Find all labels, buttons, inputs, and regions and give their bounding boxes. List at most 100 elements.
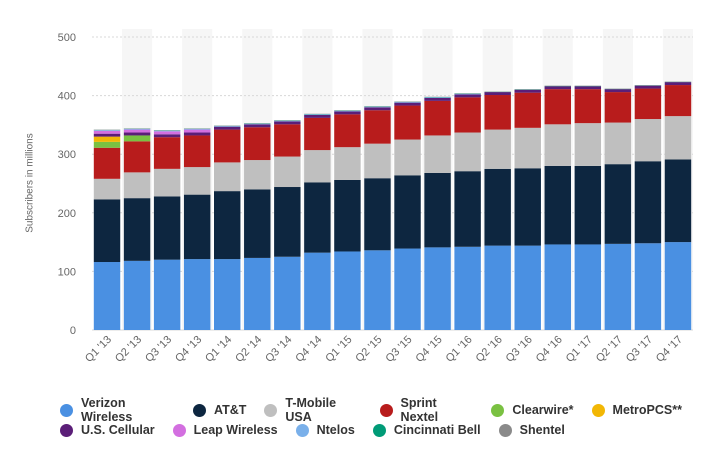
- bar-segment: [574, 86, 602, 90]
- bar-segment: [424, 97, 451, 98]
- legend-swatch-icon: [60, 423, 73, 437]
- bar-segment: [394, 105, 421, 140]
- bar-segment: [634, 243, 662, 330]
- legend-label: MetroPCS**: [612, 403, 682, 417]
- x-tick-label: Q2 '16: [474, 334, 505, 365]
- x-tick-label: Q3 '17: [624, 334, 655, 365]
- legend-item[interactable]: Clearwire*: [491, 403, 574, 417]
- bar-segment: [153, 196, 181, 260]
- legend-item[interactable]: Leap Wireless: [172, 423, 278, 437]
- bar-segment: [364, 107, 391, 111]
- bar-segment: [123, 198, 151, 261]
- legend-swatch-icon: [172, 423, 186, 437]
- bar-segment: [183, 259, 211, 330]
- x-tick-label: Q1 '15: [323, 334, 354, 365]
- bar-segment: [424, 247, 451, 330]
- bar-segment: [544, 244, 571, 330]
- bar-segment: [604, 164, 632, 244]
- legend-swatch-icon: [498, 423, 512, 437]
- bar-segment: [274, 124, 301, 157]
- bar-segment: [364, 143, 391, 179]
- x-tick-label: Q4 '16: [534, 334, 565, 365]
- bar-segment: [334, 110, 361, 112]
- bar-segment: [454, 94, 481, 98]
- bar-segment: [664, 82, 692, 86]
- x-tick-label: Q2 '17: [594, 334, 625, 365]
- bar-segment: [123, 141, 151, 173]
- legend-item[interactable]: MetroPCS**: [591, 403, 682, 417]
- bar-segment: [364, 250, 391, 330]
- bar-segment: [514, 168, 541, 246]
- bar-segment: [274, 156, 301, 188]
- bar-segment: [664, 159, 692, 243]
- bar-segment: [153, 259, 181, 330]
- x-tick-label: Q4 '13: [173, 334, 204, 365]
- bar-segment: [484, 129, 511, 169]
- legend-item[interactable]: T-Mobile USA: [264, 396, 361, 424]
- y-tick-label: 0: [70, 325, 76, 337]
- bar-segment: [334, 147, 361, 180]
- bar-segment: [153, 131, 181, 135]
- bar-segment: [334, 114, 361, 148]
- legend: Verizon Wireless AT&T T-Mobile USA Sprint N…: [60, 396, 700, 440]
- bar-segment: [334, 251, 361, 330]
- x-tick-label: Q4 '17: [654, 334, 685, 365]
- y-tick-label: 200: [58, 208, 76, 220]
- legend-item[interactable]: AT&T: [193, 403, 246, 417]
- bar-segment: [364, 178, 391, 251]
- bar-segment: [424, 97, 451, 101]
- bar-segment: [304, 150, 331, 183]
- bar-segment: [364, 106, 391, 108]
- legend-swatch-icon: [60, 403, 73, 417]
- bar-segment: [304, 114, 331, 115]
- bar-segment: [574, 123, 602, 166]
- bar-segment: [183, 135, 211, 168]
- bar-segment: [604, 92, 632, 123]
- bar-segment: [244, 124, 271, 128]
- bar-segment: [93, 147, 121, 179]
- bar-segment: [274, 187, 301, 257]
- legend-label: Leap Wireless: [193, 423, 278, 437]
- y-axis-ticks: 0 100 200 300 400 500: [58, 32, 76, 337]
- bar-segment: [484, 168, 511, 246]
- bar-segment: [394, 102, 421, 103]
- x-tick-label: Q1 '16: [444, 334, 475, 365]
- bar-segment: [664, 116, 692, 160]
- legend-item[interactable]: Ntelos: [295, 423, 355, 437]
- y-tick-label: 100: [58, 266, 76, 278]
- legend-label: Sprint Nextel: [400, 396, 439, 424]
- bar-segment: [93, 178, 121, 200]
- bar-segment: [214, 162, 241, 192]
- bar-segment: [574, 165, 602, 245]
- x-tick-label: Q1 '13: [83, 334, 114, 365]
- x-tick-label: Q3 '15: [383, 334, 414, 365]
- legend-item[interactable]: U.S. Cellular: [60, 423, 155, 437]
- legend-swatch-icon: [372, 423, 386, 437]
- bar-segment: [123, 132, 151, 136]
- x-tick-label: Q1 '14: [203, 334, 234, 365]
- legend-item[interactable]: Shentel: [498, 423, 565, 437]
- bar-segment: [93, 262, 121, 330]
- bars: [93, 81, 692, 330]
- bar-segment: [514, 127, 541, 169]
- legend-item[interactable]: Cincinnati Bell: [372, 423, 481, 437]
- bar-segment: [634, 85, 662, 89]
- bar-segment: [153, 130, 181, 132]
- bar-segment: [93, 130, 121, 131]
- legend-item[interactable]: Verizon Wireless: [60, 396, 175, 424]
- bar-segment: [484, 95, 511, 130]
- legend-swatch-icon: [591, 403, 605, 417]
- bar-segment: [244, 123, 271, 125]
- x-tick-label: Q1 '17: [564, 334, 595, 365]
- bar-segment: [334, 179, 361, 252]
- bar-segment: [394, 175, 421, 249]
- bar-segment: [183, 129, 211, 130]
- bar-segment: [454, 93, 481, 95]
- bar-segment: [604, 243, 632, 330]
- bar-segment: [424, 172, 451, 248]
- legend-item[interactable]: Sprint Nextel: [379, 396, 474, 424]
- legend-label: Clearwire*: [512, 403, 574, 417]
- bar-segment: [574, 89, 602, 124]
- bar-segment: [244, 189, 271, 258]
- legend-label: AT&T: [214, 403, 247, 417]
